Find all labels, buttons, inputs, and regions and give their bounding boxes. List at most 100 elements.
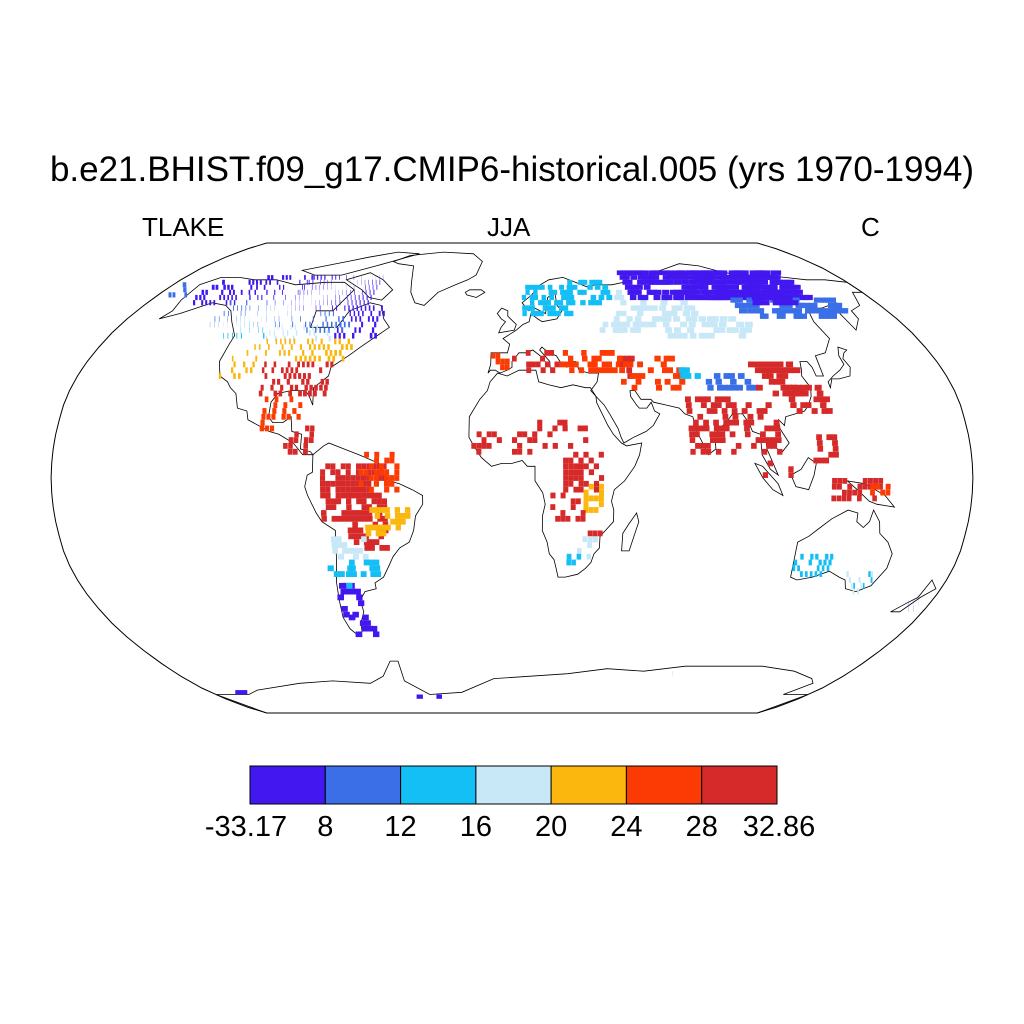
lake-cell bbox=[767, 294, 777, 301]
lake-cell bbox=[334, 332, 337, 339]
lake-cell bbox=[221, 289, 224, 295]
lake-cell bbox=[578, 475, 584, 481]
lake-cell bbox=[564, 310, 570, 317]
lake-cell bbox=[370, 625, 378, 632]
lake-cell bbox=[300, 316, 301, 322]
lake-cell bbox=[621, 327, 628, 333]
lake-cell bbox=[846, 495, 852, 502]
lake-cell bbox=[578, 469, 584, 476]
lake-cell bbox=[693, 419, 699, 426]
lake-cell bbox=[660, 361, 667, 368]
lake-cell bbox=[698, 332, 706, 339]
lake-cell bbox=[582, 425, 588, 432]
lake-cell bbox=[825, 553, 829, 560]
lake-cell bbox=[274, 321, 276, 328]
lake-cell bbox=[552, 425, 558, 432]
lake-cell bbox=[583, 489, 589, 496]
lake-cell bbox=[351, 510, 357, 516]
lake-cell bbox=[273, 361, 277, 368]
lake-cell bbox=[335, 480, 341, 487]
lake-cell bbox=[325, 361, 329, 368]
lake-cell bbox=[744, 431, 751, 438]
lake-cell bbox=[308, 279, 310, 285]
lake-cell bbox=[760, 300, 770, 306]
lake-cell bbox=[195, 294, 198, 301]
lake-cell bbox=[330, 361, 334, 368]
lake-cell bbox=[358, 327, 361, 333]
coastline-africa bbox=[468, 369, 643, 578]
lake-cell bbox=[678, 367, 685, 374]
lake-cell bbox=[354, 289, 355, 295]
lake-cell bbox=[721, 384, 729, 391]
lake-cell bbox=[870, 577, 873, 583]
lake-cell bbox=[611, 321, 617, 328]
lake-cell bbox=[662, 289, 670, 295]
lake-cell bbox=[713, 425, 720, 432]
lake-cell bbox=[292, 335, 295, 342]
lake-cell bbox=[530, 361, 536, 368]
lake-cell bbox=[546, 305, 552, 311]
lake-cell bbox=[568, 457, 574, 464]
lake-cell bbox=[346, 571, 353, 577]
lake-cell bbox=[800, 402, 807, 408]
lake-cell bbox=[566, 300, 572, 306]
lake-cell bbox=[875, 483, 881, 490]
colorbar-box bbox=[324, 765, 402, 805]
lake-cell bbox=[631, 384, 638, 391]
lake-cell bbox=[833, 451, 839, 458]
lake-cell bbox=[748, 419, 755, 426]
lake-cell bbox=[264, 361, 267, 368]
lake-cell bbox=[621, 378, 627, 385]
lake-cell bbox=[718, 425, 725, 432]
lake-cell bbox=[355, 486, 362, 493]
lake-cell bbox=[346, 582, 353, 589]
lake-cell bbox=[244, 310, 246, 317]
lake-cell bbox=[289, 396, 294, 403]
lake-temperature-cells bbox=[168, 270, 919, 699]
lake-cell bbox=[698, 316, 706, 322]
lake-cell bbox=[654, 355, 661, 362]
lake-cell bbox=[563, 361, 570, 368]
lake-cell bbox=[573, 361, 579, 368]
lake-cell bbox=[785, 361, 794, 368]
lake-cell bbox=[348, 614, 356, 621]
lake-cell bbox=[760, 431, 766, 438]
lake-cell bbox=[283, 373, 287, 379]
lake-cell bbox=[634, 373, 641, 379]
lake-cell bbox=[821, 308, 832, 314]
lake-cell bbox=[878, 478, 884, 484]
lake-cell bbox=[266, 289, 268, 295]
lake-cell bbox=[255, 355, 258, 362]
coastline-borneo bbox=[790, 457, 817, 491]
lake-cell bbox=[544, 350, 550, 356]
lake-cell bbox=[343, 332, 346, 339]
lake-cell bbox=[389, 480, 395, 487]
lake-cell bbox=[675, 305, 683, 311]
lake-cell bbox=[385, 524, 391, 531]
lake-cell bbox=[720, 437, 726, 443]
lake-cell bbox=[722, 413, 729, 420]
lake-cell bbox=[656, 316, 663, 322]
lake-cell bbox=[784, 279, 795, 285]
lake-cell bbox=[596, 300, 602, 306]
lake-cell bbox=[209, 300, 212, 306]
lake-cell bbox=[764, 425, 771, 432]
lake-cell bbox=[707, 332, 715, 339]
lake-cell bbox=[530, 305, 535, 311]
lake-cell bbox=[593, 463, 599, 470]
lake-cell bbox=[249, 305, 251, 311]
lake-cell bbox=[404, 507, 411, 513]
lake-cell bbox=[613, 316, 620, 322]
lake-cell bbox=[612, 327, 619, 333]
lake-cell bbox=[287, 330, 289, 336]
lake-cell bbox=[350, 492, 357, 499]
lake-cell bbox=[821, 408, 828, 414]
lake-cell bbox=[792, 390, 799, 397]
lake-cell bbox=[537, 419, 543, 426]
lake-cell bbox=[350, 475, 356, 481]
lake-cell bbox=[573, 463, 579, 470]
lake-cell bbox=[677, 294, 685, 301]
lake-cell bbox=[381, 463, 387, 470]
lake-cell bbox=[573, 475, 579, 481]
lake-cell bbox=[271, 367, 275, 374]
